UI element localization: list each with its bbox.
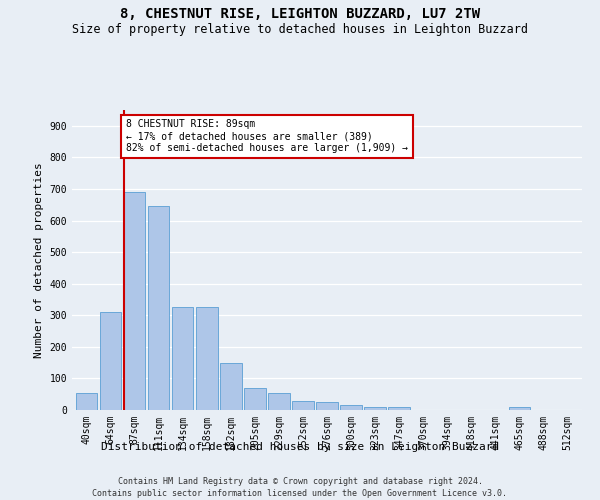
Y-axis label: Number of detached properties: Number of detached properties <box>34 162 44 358</box>
Bar <box>244 388 266 410</box>
Bar <box>340 406 362 410</box>
Text: Contains public sector information licensed under the Open Government Licence v3: Contains public sector information licen… <box>92 489 508 498</box>
Bar <box>364 407 386 410</box>
Bar <box>316 402 338 410</box>
Text: 8, CHESTNUT RISE, LEIGHTON BUZZARD, LU7 2TW: 8, CHESTNUT RISE, LEIGHTON BUZZARD, LU7 … <box>120 8 480 22</box>
Bar <box>124 192 145 410</box>
Bar <box>220 362 242 410</box>
Bar <box>268 392 290 410</box>
Text: Size of property relative to detached houses in Leighton Buzzard: Size of property relative to detached ho… <box>72 22 528 36</box>
Bar <box>172 308 193 410</box>
Bar <box>148 206 169 410</box>
Text: Distribution of detached houses by size in Leighton Buzzard: Distribution of detached houses by size … <box>101 442 499 452</box>
Bar <box>292 400 314 410</box>
Text: 8 CHESTNUT RISE: 89sqm
← 17% of detached houses are smaller (389)
82% of semi-de: 8 CHESTNUT RISE: 89sqm ← 17% of detached… <box>126 120 408 152</box>
Bar <box>196 308 218 410</box>
Bar <box>509 407 530 410</box>
Bar <box>76 392 97 410</box>
Bar <box>388 407 410 410</box>
Text: Contains HM Land Registry data © Crown copyright and database right 2024.: Contains HM Land Registry data © Crown c… <box>118 478 482 486</box>
Bar <box>100 312 121 410</box>
